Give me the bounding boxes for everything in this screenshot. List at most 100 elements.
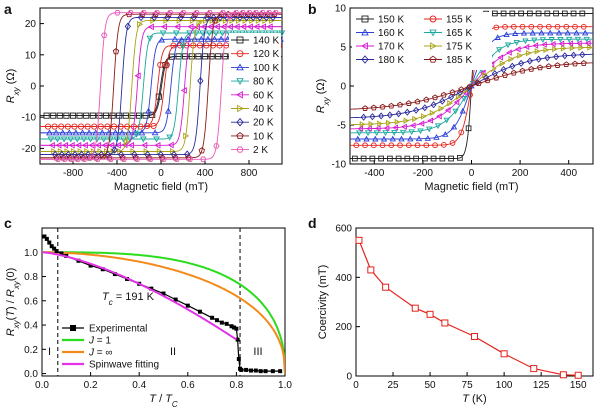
data-point bbox=[368, 120, 375, 128]
data-point bbox=[211, 17, 219, 24]
data-point bbox=[452, 108, 459, 115]
data-point bbox=[42, 234, 47, 239]
data-point bbox=[49, 244, 54, 249]
data-point bbox=[196, 19, 203, 27]
data-point bbox=[528, 23, 535, 30]
data-point bbox=[203, 42, 210, 49]
panel-label-b: b bbox=[308, 1, 317, 17]
data-point bbox=[433, 133, 440, 140]
data-point bbox=[125, 129, 133, 136]
legend-marker bbox=[361, 42, 368, 50]
data-point bbox=[153, 136, 160, 143]
data-point bbox=[475, 80, 482, 87]
legend-label: 120 K bbox=[253, 49, 279, 60]
plot-frame bbox=[41, 227, 286, 377]
data-point bbox=[504, 42, 512, 49]
data-point bbox=[220, 23, 227, 31]
data-point bbox=[146, 35, 154, 42]
data-point bbox=[97, 123, 104, 130]
data-point bbox=[75, 141, 82, 149]
x-label-part: T bbox=[165, 393, 173, 405]
data-point bbox=[91, 123, 98, 130]
data-point bbox=[172, 154, 179, 161]
data-point bbox=[432, 142, 438, 149]
data-point bbox=[386, 111, 393, 119]
data-point bbox=[377, 120, 383, 127]
data-point bbox=[414, 142, 421, 149]
y-label-part: xy bbox=[12, 319, 21, 329]
data-point bbox=[54, 136, 61, 143]
plot-frame bbox=[355, 227, 594, 377]
data-point bbox=[353, 142, 360, 149]
data-point bbox=[404, 108, 411, 116]
legend-label: 185 K bbox=[446, 55, 472, 66]
data-point bbox=[197, 35, 205, 42]
x-axis-label: Magnetic field (mT) bbox=[114, 181, 208, 193]
data-point bbox=[538, 29, 545, 36]
legend-label: Spinwave fitting bbox=[89, 360, 159, 371]
y-tick-label: -10 bbox=[332, 160, 347, 171]
data-point bbox=[456, 93, 462, 100]
data-point bbox=[73, 136, 81, 143]
data-point bbox=[212, 30, 220, 37]
y-tick-label: 10 bbox=[25, 50, 37, 61]
data-point bbox=[566, 36, 573, 43]
y-tick-label: 600 bbox=[335, 224, 352, 235]
data-point bbox=[153, 9, 161, 16]
data-point bbox=[55, 141, 62, 149]
data-point bbox=[360, 155, 367, 162]
data-point bbox=[94, 141, 102, 149]
data-point bbox=[461, 96, 468, 102]
data-point bbox=[100, 136, 108, 143]
data-point bbox=[379, 142, 386, 149]
data-point bbox=[370, 142, 377, 149]
data-point bbox=[580, 60, 587, 66]
data-point bbox=[147, 23, 154, 31]
data-point bbox=[427, 117, 434, 124]
data-point bbox=[388, 102, 395, 109]
data-point bbox=[88, 263, 93, 268]
data-point bbox=[554, 23, 561, 30]
data-point bbox=[364, 130, 372, 137]
data-point bbox=[278, 369, 283, 374]
x-tick-label: 75 bbox=[462, 380, 474, 391]
data-point bbox=[253, 23, 260, 31]
data-point bbox=[145, 154, 153, 161]
x-tick-label: 0 bbox=[469, 168, 475, 179]
data-point bbox=[219, 320, 224, 325]
data-point bbox=[528, 65, 535, 72]
data-point bbox=[166, 134, 174, 141]
data-point bbox=[197, 309, 202, 314]
data-point bbox=[543, 46, 550, 54]
data-point bbox=[87, 154, 95, 161]
data-point bbox=[252, 9, 260, 16]
data-point bbox=[530, 365, 538, 373]
data-point bbox=[71, 123, 78, 130]
data-point bbox=[84, 123, 91, 130]
data-point bbox=[448, 93, 455, 101]
data-point bbox=[573, 29, 580, 36]
data-point bbox=[161, 291, 166, 296]
legend-label: J = 1 bbox=[88, 336, 111, 347]
data-point bbox=[106, 136, 114, 143]
data-point bbox=[360, 113, 367, 121]
data-point bbox=[440, 142, 447, 148]
y-label-sub: xy bbox=[322, 96, 331, 106]
data-point bbox=[69, 112, 77, 119]
data-point bbox=[548, 37, 555, 43]
data-point bbox=[108, 141, 115, 149]
data-point bbox=[191, 35, 199, 42]
legend-label: 180 K bbox=[378, 55, 404, 66]
tc-sub: c bbox=[109, 298, 113, 307]
data-point bbox=[89, 112, 96, 119]
data-point bbox=[379, 103, 386, 110]
data-point bbox=[77, 123, 85, 130]
data-point bbox=[122, 112, 129, 119]
data-point bbox=[94, 156, 101, 163]
curve-jinf bbox=[42, 251, 285, 374]
data-point bbox=[204, 35, 212, 42]
x-tick-label: 0 bbox=[158, 168, 164, 179]
data-point bbox=[44, 236, 49, 241]
legend-label: 160 K bbox=[378, 28, 404, 39]
plot-area bbox=[42, 234, 285, 374]
